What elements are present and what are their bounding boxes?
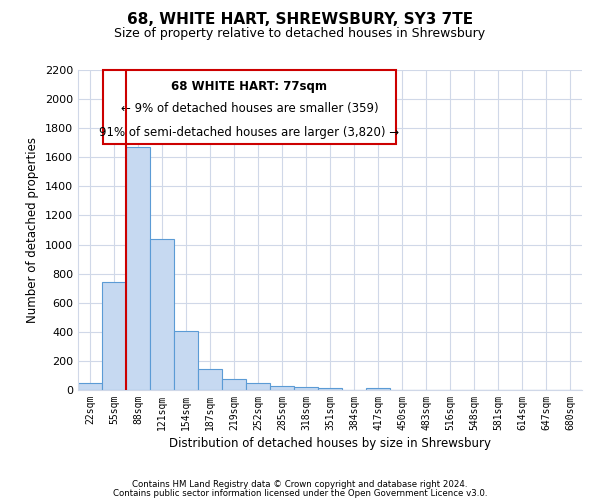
Bar xyxy=(246,384,270,390)
Text: 68 WHITE HART: 77sqm: 68 WHITE HART: 77sqm xyxy=(172,80,328,92)
Bar xyxy=(150,238,174,390)
Text: Contains public sector information licensed under the Open Government Licence v3: Contains public sector information licen… xyxy=(113,488,487,498)
Text: 91% of semi-detached houses are larger (3,820) →: 91% of semi-detached houses are larger (… xyxy=(99,126,400,139)
Text: Contains HM Land Registry data © Crown copyright and database right 2024.: Contains HM Land Registry data © Crown c… xyxy=(132,480,468,489)
Y-axis label: Number of detached properties: Number of detached properties xyxy=(26,137,40,323)
Bar xyxy=(198,369,222,390)
Bar xyxy=(294,387,318,390)
FancyBboxPatch shape xyxy=(103,70,395,144)
Bar xyxy=(174,331,198,390)
Bar xyxy=(78,382,102,390)
Bar xyxy=(366,388,390,390)
Bar xyxy=(270,386,294,390)
Bar xyxy=(318,388,342,390)
X-axis label: Distribution of detached houses by size in Shrewsbury: Distribution of detached houses by size … xyxy=(169,437,491,450)
Bar xyxy=(102,282,126,390)
Bar xyxy=(126,147,150,390)
Text: ← 9% of detached houses are smaller (359): ← 9% of detached houses are smaller (359… xyxy=(121,102,378,115)
Text: Size of property relative to detached houses in Shrewsbury: Size of property relative to detached ho… xyxy=(115,28,485,40)
Text: 68, WHITE HART, SHREWSBURY, SY3 7TE: 68, WHITE HART, SHREWSBURY, SY3 7TE xyxy=(127,12,473,28)
Bar xyxy=(222,379,246,390)
